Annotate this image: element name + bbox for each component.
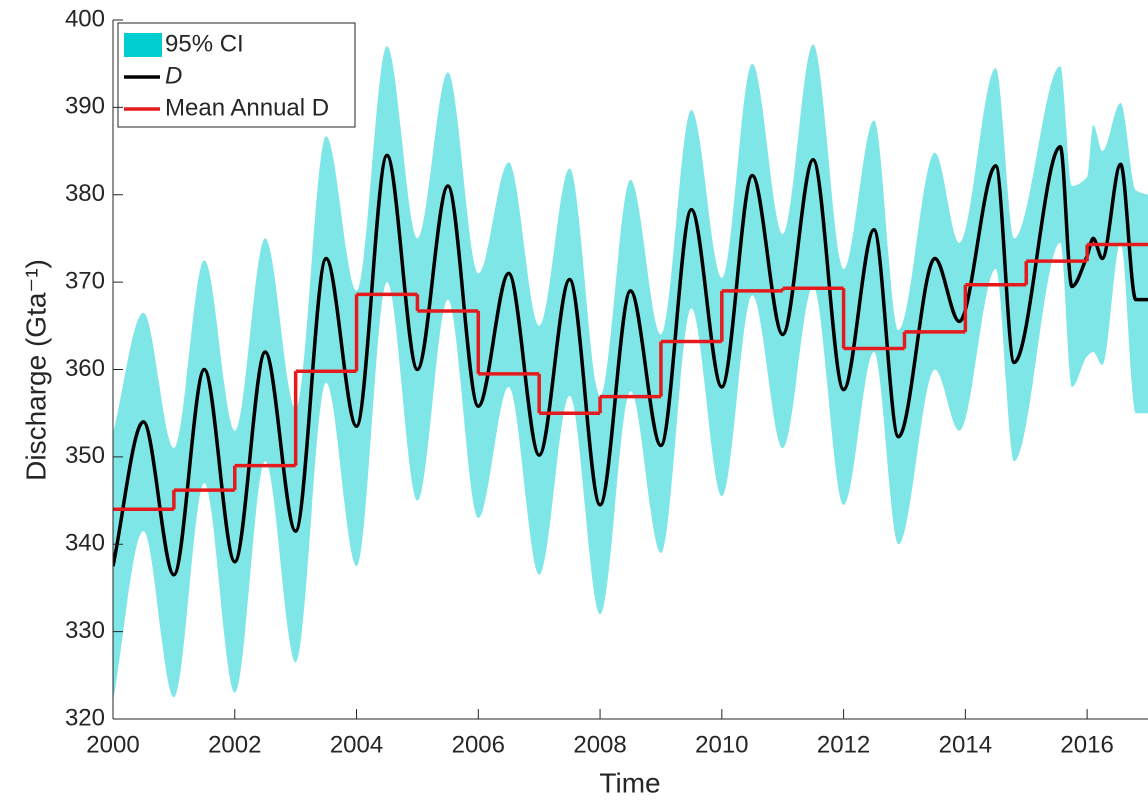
- y-tick-label: 320: [65, 704, 105, 731]
- y-tick-label: 390: [65, 93, 105, 120]
- x-tick-label: 2002: [208, 731, 261, 758]
- x-tick-label: 2010: [695, 731, 748, 758]
- data-line: [113, 144, 1148, 577]
- legend-label: D: [165, 62, 182, 89]
- y-tick-label: 370: [65, 267, 105, 294]
- x-tick-label: 2000: [86, 731, 139, 758]
- legend-label: Mean Annual D: [165, 94, 329, 121]
- x-axis-title: Time: [599, 767, 660, 798]
- legend-label: 95% CI: [165, 30, 244, 57]
- x-tick-label: 2004: [330, 731, 383, 758]
- y-axis-title: Discharge (Gta⁻¹): [20, 259, 51, 481]
- y-tick-label: 360: [65, 355, 105, 382]
- legend-swatch: [124, 33, 162, 57]
- plot-area: [113, 44, 1148, 702]
- x-tick-label: 2012: [817, 731, 870, 758]
- x-tick-label: 2014: [939, 731, 992, 758]
- confidence-band: [113, 44, 1148, 702]
- legend: 95% CI D Mean Annual D: [117, 22, 356, 128]
- y-tick-label: 330: [65, 617, 105, 644]
- y-tick-label: 350: [65, 442, 105, 469]
- y-tick-label: 400: [65, 5, 105, 32]
- x-tick-label: 2006: [452, 731, 505, 758]
- x-tick-label: 2008: [573, 731, 626, 758]
- y-tick-label: 380: [65, 180, 105, 207]
- x-tick-label: 2016: [1060, 731, 1113, 758]
- y-tick-label: 340: [65, 530, 105, 557]
